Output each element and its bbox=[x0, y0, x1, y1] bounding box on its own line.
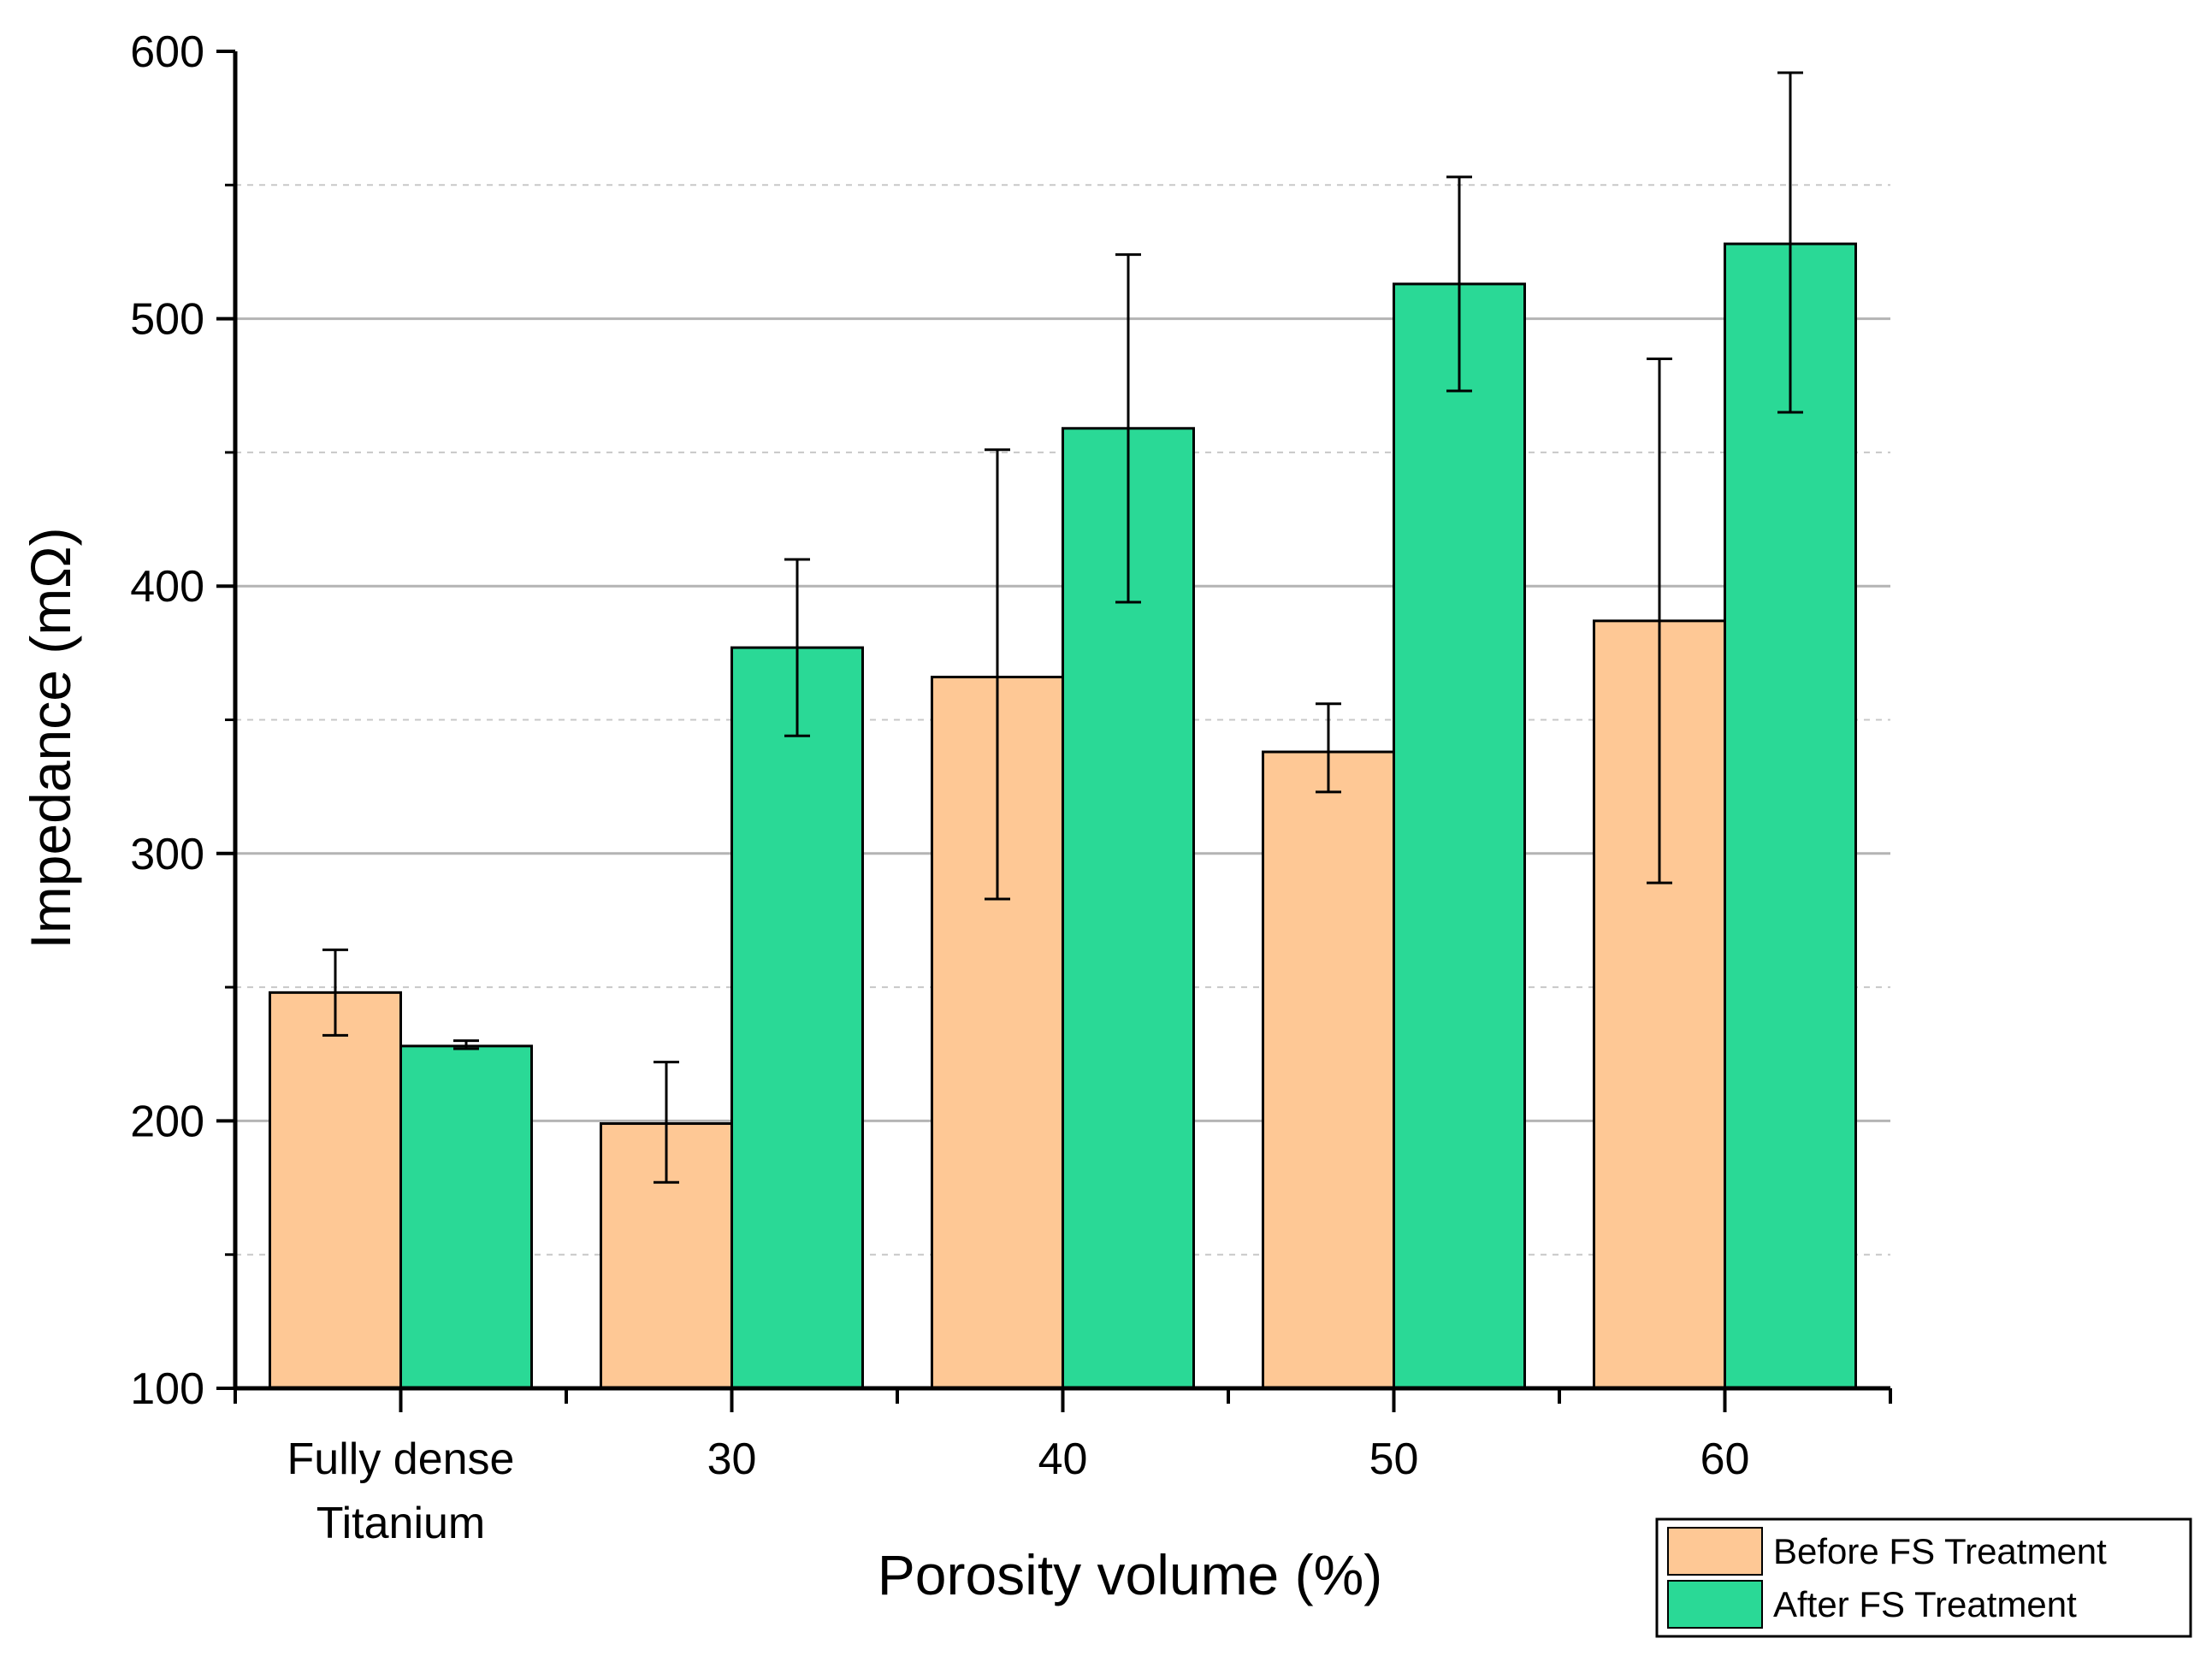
x-tick-label: Titanium bbox=[316, 1499, 485, 1548]
y-tick-label: 600 bbox=[130, 27, 204, 77]
x-tick-label: 40 bbox=[1038, 1434, 1088, 1484]
x-tick-labels: Fully dense Titanium 30 40 50 60 bbox=[287, 1434, 1750, 1548]
bar-after bbox=[1724, 242, 1857, 1390]
x-axis-title: Porosity volume (%) bbox=[878, 1543, 1383, 1606]
x-tick-label: Fully dense bbox=[287, 1434, 515, 1484]
x-tick-label: 30 bbox=[707, 1434, 757, 1484]
bar-after bbox=[399, 1044, 533, 1390]
bar-after bbox=[1393, 282, 1526, 1390]
y-tick-label: 300 bbox=[130, 830, 204, 879]
y-axis-title: Impedance (mΩ) bbox=[19, 527, 82, 949]
y-tick-label: 500 bbox=[130, 295, 204, 345]
legend-label-before: Before FS Treatment bbox=[1773, 1531, 2107, 1571]
y-tick-label: 200 bbox=[130, 1097, 204, 1146]
error-bars bbox=[322, 71, 1803, 1184]
bar-before bbox=[269, 991, 402, 1390]
y-tick-label: 400 bbox=[130, 562, 204, 612]
legend-swatch-after bbox=[1667, 1580, 1763, 1629]
x-tick-label: 60 bbox=[1700, 1434, 1750, 1484]
legend-swatch-before bbox=[1667, 1527, 1763, 1576]
y-tick-labels: 100 200 300 400 500 600 bbox=[130, 27, 204, 1414]
axes bbox=[216, 50, 1892, 1412]
legend-label-after: After FS Treatment bbox=[1773, 1584, 2077, 1624]
bar-after bbox=[730, 646, 864, 1390]
legend: Before FS Treatment After FS Treatment bbox=[1655, 1517, 2192, 1638]
x-tick-label: 50 bbox=[1369, 1434, 1419, 1484]
y-tick-label: 100 bbox=[130, 1364, 204, 1414]
bar-before bbox=[1262, 750, 1395, 1390]
bars bbox=[269, 242, 1857, 1390]
